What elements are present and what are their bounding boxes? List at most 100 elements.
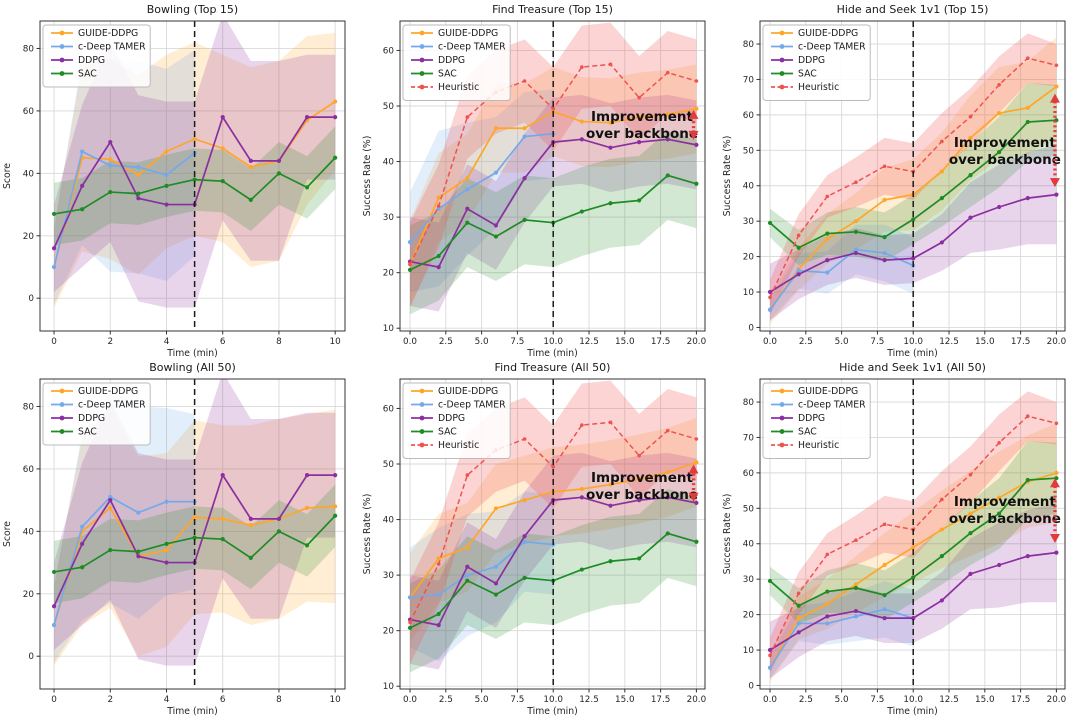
marker-heuristic xyxy=(665,428,670,433)
arrow-head-up xyxy=(1049,478,1060,488)
x-tick-label: 15.0 xyxy=(975,337,995,347)
legend-box xyxy=(762,382,871,459)
marker-ddpg xyxy=(939,240,944,245)
marker-guide-ddpg xyxy=(248,165,253,170)
marker-sac xyxy=(304,543,310,548)
marker-c-deep-tamer xyxy=(493,564,499,569)
legend-marker-guide-ddpg xyxy=(419,388,425,394)
marker-sac xyxy=(939,196,944,201)
marker-sac xyxy=(796,603,801,608)
x-tick-label: 7.5 xyxy=(870,695,884,705)
marker-sac xyxy=(882,235,887,240)
marker-sac xyxy=(825,231,830,236)
x-axis-label: Time (min) xyxy=(886,706,938,716)
y-tick-label: 70 xyxy=(743,433,755,443)
marker-guide-ddpg xyxy=(882,562,887,568)
marker-heuristic xyxy=(968,472,973,477)
marker-guide-ddpg xyxy=(108,157,113,162)
marker-c-deep-tamer xyxy=(825,270,830,275)
marker-guide-ddpg xyxy=(939,169,944,174)
marker-sac xyxy=(665,531,670,536)
marker-c-deep-tamer xyxy=(882,250,887,256)
band-ddpg xyxy=(410,94,697,312)
marker-heuristic xyxy=(694,437,699,441)
y-axis-label: Success Rate (%) xyxy=(362,494,373,575)
marker-c-deep-tamer xyxy=(80,149,85,154)
marker-guide-ddpg xyxy=(220,146,225,151)
series-line-c-deep-tamer xyxy=(409,540,554,599)
marker-sac xyxy=(276,171,282,176)
legend-label-sac: SAC xyxy=(438,69,457,80)
x-tick-label: 0.0 xyxy=(763,695,777,705)
marker-heuristic xyxy=(694,79,699,83)
marker-sac xyxy=(80,207,85,212)
improvement-arrow xyxy=(1049,478,1060,544)
chart-hide-and-seek-1v1-top-15: 0.0 2.5 5.0 7.5 10.0 12.5 15.0 17.5 20.0 0 10 20 30 4… xyxy=(720,0,1080,358)
x-axis-label: Time (min) xyxy=(526,706,578,716)
marker-ddpg xyxy=(136,196,141,201)
legend-label-heuristic: Heuristic xyxy=(438,82,479,93)
y-tick-label: 0 xyxy=(28,652,34,662)
marker-c-deep-tamer xyxy=(465,187,470,192)
marker-heuristic xyxy=(940,497,944,502)
chart-svg-find-treasure-all-50: 0.0 2.5 5.0 7.5 10.0 12.5 15.0 17.5 20.0 10 20 30 40… xyxy=(362,361,707,716)
y-tick-label: 60 xyxy=(23,465,35,475)
x-tick-label: 10 xyxy=(330,695,342,705)
marker-sac xyxy=(608,201,613,206)
y-tick-label: 80 xyxy=(743,398,755,408)
y-tick-label: 10 xyxy=(383,324,395,334)
marker-ddpg xyxy=(968,215,973,220)
y-tick-label: 20 xyxy=(23,590,35,600)
x-tick-label: 7.5 xyxy=(870,337,884,347)
legend-marker-sac xyxy=(59,429,65,434)
y-axis-label: Score xyxy=(2,163,13,189)
marker-guide-ddpg xyxy=(694,460,699,465)
marker-c-deep-tamer xyxy=(164,499,169,504)
marker-sac xyxy=(248,197,253,202)
y-tick-label: 30 xyxy=(743,217,755,227)
legend-label-c-deep-tamer: c-Deep TAMER xyxy=(798,42,866,53)
marker-ddpg xyxy=(304,115,310,120)
marker-heuristic xyxy=(608,62,613,67)
marker-guide-ddpg xyxy=(493,506,499,511)
marker-ddpg xyxy=(796,630,801,635)
marker-guide-ddpg xyxy=(608,482,613,487)
marker-guide-ddpg xyxy=(968,511,973,516)
legend-label-c-deep-tamer: c-Deep TAMER xyxy=(78,42,146,53)
marker-sac xyxy=(911,217,916,222)
y-tick-label: 60 xyxy=(383,404,395,414)
chart-svg-hide-and-seek-1v1-top-15: 0.0 2.5 5.0 7.5 10.0 12.5 15.0 17.5 20.0 0 10 20 30 4… xyxy=(722,3,1067,358)
marker-guide-ddpg xyxy=(333,504,338,509)
axes-spines xyxy=(399,20,706,332)
marker-sac xyxy=(51,569,57,575)
marker-ddpg xyxy=(767,289,773,295)
marker-guide-ddpg xyxy=(911,545,916,550)
y-axis-label: Score xyxy=(2,521,13,547)
legend: GUIDE-DDPG c-Deep TAMER DDPG SAC Heuristic xyxy=(762,24,871,101)
x-tick-label: 5.0 xyxy=(835,337,849,347)
marker-heuristic xyxy=(580,423,584,427)
marker-heuristic xyxy=(997,82,1001,87)
marker-sac xyxy=(465,578,470,583)
x-tick-label: 12.5 xyxy=(579,337,599,347)
marker-c-deep-tamer xyxy=(407,240,413,245)
marker-c-deep-tamer xyxy=(136,510,141,515)
y-axis-label: Success Rate (%) xyxy=(722,136,733,217)
marker-heuristic xyxy=(665,70,670,75)
x-tick-label: 10.0 xyxy=(903,695,923,705)
marker-guide-ddpg xyxy=(825,236,830,241)
legend-marker-c-deep-tamer xyxy=(779,402,785,407)
marker-sac xyxy=(882,593,887,598)
x-tick-label: 20.0 xyxy=(687,695,707,705)
chart-svg-find-treasure-top-15: 0.0 2.5 5.0 7.5 10.0 12.5 15.0 17.5 20.0 10 20 30 40… xyxy=(362,3,707,358)
legend-marker-guide-ddpg xyxy=(59,30,65,36)
marker-heuristic xyxy=(436,562,441,566)
legend-label-c-deep-tamer: c-Deep TAMER xyxy=(78,400,146,411)
axes-spines xyxy=(759,378,1066,690)
marker-ddpg xyxy=(637,140,642,145)
legend-label-c-deep-tamer: c-Deep TAMER xyxy=(438,42,506,53)
marker-guide-ddpg xyxy=(164,547,169,553)
marker-c-deep-tamer xyxy=(51,264,57,270)
marker-heuristic xyxy=(465,473,470,477)
marker-c-deep-tamer xyxy=(853,247,859,252)
